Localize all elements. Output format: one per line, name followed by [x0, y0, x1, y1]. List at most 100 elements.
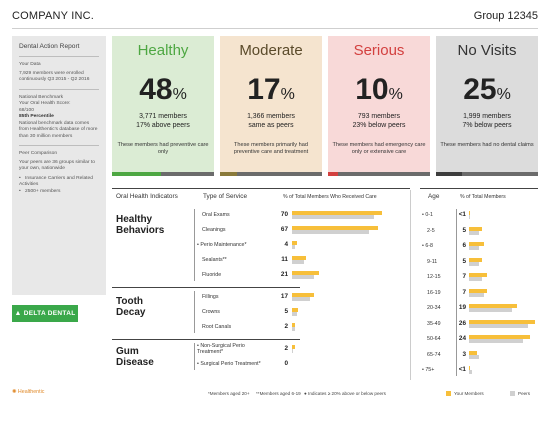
- col-age: Age: [428, 193, 440, 200]
- service-value: 2: [284, 323, 288, 330]
- col-age-pct: % of Total Members: [460, 194, 506, 200]
- card-moderate: Moderate 17% 1,366 members same as peers…: [220, 36, 322, 176]
- age-axis-line: [456, 209, 457, 376]
- header-divider: [12, 28, 538, 29]
- age-bar-your-members: [469, 350, 477, 355]
- age-bar-peers: [469, 230, 480, 235]
- card-bar: [436, 172, 538, 176]
- age-bar-peers: [469, 215, 471, 219]
- percentile-value: 85th Percentile: [19, 114, 54, 119]
- service-label: Fillings: [202, 294, 219, 300]
- card-percent: 10%: [328, 73, 430, 107]
- age-bar-peers: [469, 354, 480, 359]
- age-bar-your-members: [469, 211, 471, 215]
- sidebar: Dental Action Report Your Data 7,929 mem…: [12, 36, 106, 295]
- card-no-visits: No Visits 25% 1,999 members 7% below pee…: [436, 36, 538, 176]
- age-bar-peers: [469, 292, 485, 297]
- card-percent-value: 25: [463, 73, 497, 106]
- service-label: Oral Exams: [202, 212, 230, 218]
- service-label: • Surgical Perio Treatment*: [197, 361, 261, 367]
- card-bar: [112, 172, 214, 176]
- age-value: 7: [462, 288, 466, 296]
- card-percent: 48%: [112, 73, 214, 107]
- service-value: 70: [280, 211, 288, 218]
- group-title-line: Decay: [116, 307, 146, 318]
- card-title: Serious: [353, 42, 405, 59]
- service-label: Crowns: [202, 309, 220, 315]
- card-compare: 23% below peers: [352, 122, 406, 129]
- group-gum-disease: Gum Disease: [116, 346, 154, 368]
- age-value: 26: [458, 319, 466, 327]
- age-bar-your-members: [469, 257, 482, 262]
- age-bar-peers: [469, 323, 528, 328]
- age-label: 2-5: [427, 227, 435, 234]
- card-percent-value: 48: [139, 73, 173, 106]
- age-value: 19: [458, 304, 466, 311]
- age-bar-peers: [469, 308, 513, 312]
- your-data-label: Your Data: [19, 62, 41, 67]
- age-label: 50-64: [427, 336, 441, 342]
- bar-your-members: [292, 323, 295, 327]
- card-bar: [220, 172, 322, 176]
- footnote-adults: *Members aged 20+: [208, 391, 250, 396]
- age-bar-peers: [469, 370, 472, 374]
- indicator-dot-icon: ●: [304, 391, 309, 396]
- legend-text: Peers: [518, 391, 531, 396]
- group-divider: [112, 287, 300, 288]
- card-compare: 7% below peers: [462, 122, 512, 129]
- sidebar-divider: [19, 56, 99, 57]
- age-value: 6: [462, 242, 466, 249]
- footnote-indicator: ● Indicates ≥ 20% above or below peers: [304, 391, 386, 396]
- card-serious: Serious 10% 793 members 23% below peers …: [328, 36, 430, 176]
- legend-text: Your Members: [454, 391, 484, 396]
- indicator-text: Indicates ≥ 20% above or below peers: [308, 391, 386, 396]
- benchmark-text: National benchmark data comes from Healt…: [19, 120, 98, 139]
- bar-your-members: [292, 226, 378, 230]
- legend-swatch: [446, 391, 451, 397]
- service-value: 5: [284, 308, 288, 315]
- peer-bullet: • 2500+ members: [19, 189, 99, 196]
- card-bar-fill: [436, 172, 462, 176]
- bar-peers: [292, 275, 314, 279]
- age-value: 7: [462, 273, 466, 280]
- card-title: Healthy: [137, 42, 189, 59]
- col-pct: % of Total Members Who Received Care: [283, 194, 377, 200]
- percent-sign: %: [280, 86, 295, 103]
- age-top-rule: [420, 188, 538, 189]
- bullet-icon: •: [19, 175, 21, 181]
- group-id: Group 12345: [473, 10, 538, 22]
- service-group-line: [194, 343, 195, 370]
- percent-sign: %: [172, 86, 187, 103]
- brand-text: Healthentic: [17, 389, 45, 395]
- peer-label: Peer Comparison: [19, 151, 58, 156]
- age-bar-peers: [469, 261, 480, 266]
- age-bar-your-members: [469, 366, 471, 370]
- age-value: 24: [458, 335, 466, 342]
- service-value: 67: [280, 226, 288, 233]
- card-members: 3,771 members: [139, 113, 187, 120]
- sidebar-divider: [19, 145, 99, 146]
- card-title: No Visits: [457, 42, 517, 59]
- footnote-kids: **Members aged 6-19: [256, 391, 301, 396]
- card-percent-value: 17: [247, 73, 281, 106]
- service-label: Cleanings: [202, 227, 226, 233]
- card-bar-fill: [112, 172, 161, 176]
- group-title-line: Gum: [116, 346, 139, 357]
- delta-dental-logo: ▲ DELTA DENTAL: [12, 305, 78, 322]
- col-service: Type of Service: [203, 193, 248, 200]
- card-percent: 25%: [436, 73, 538, 107]
- bar-peers: [292, 349, 294, 353]
- score-value: 68/100: [19, 107, 34, 113]
- delta-logo-icon: ▲: [14, 310, 22, 317]
- card-percent-value: 10: [355, 73, 389, 106]
- legend-yours: Your Members: [446, 391, 484, 397]
- service-value: 0: [284, 360, 288, 367]
- company-name: COMPANY INC.: [12, 10, 95, 22]
- service-label: • Perio Maintenance*: [197, 242, 247, 248]
- percent-sign: %: [496, 86, 511, 103]
- age-value: 5: [462, 257, 466, 265]
- group-title-line: Tooth: [116, 296, 144, 307]
- group-title-line: Healthy: [116, 214, 153, 225]
- group-title-line: Behaviors: [116, 225, 165, 236]
- peer-bullet-text: 2500+ members: [25, 188, 61, 194]
